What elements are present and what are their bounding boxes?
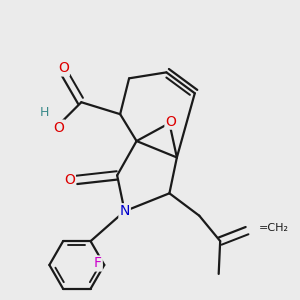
Text: N: N xyxy=(119,204,130,218)
Text: H: H xyxy=(39,106,49,119)
Text: O: O xyxy=(58,61,69,76)
Text: F: F xyxy=(94,256,102,271)
Text: O: O xyxy=(64,173,75,187)
Text: O: O xyxy=(53,121,64,135)
Text: O: O xyxy=(166,115,176,129)
Text: =CH₂: =CH₂ xyxy=(259,223,289,233)
